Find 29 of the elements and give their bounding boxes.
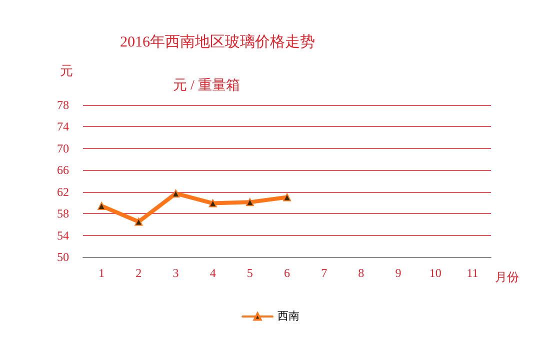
chart-title: 2016年西南地区玻璃价格走势 bbox=[120, 34, 315, 50]
y-tick-label: 78 bbox=[57, 98, 69, 112]
x-tick-label: 7 bbox=[321, 266, 328, 280]
x-tick-label: 8 bbox=[358, 266, 364, 280]
y-tick-label: 62 bbox=[57, 184, 69, 199]
x-tick-label: 10 bbox=[429, 266, 442, 280]
point bbox=[134, 218, 143, 226]
x-tick-label: 3 bbox=[172, 266, 179, 280]
y-tick-label: 66 bbox=[57, 163, 69, 178]
point bbox=[283, 193, 291, 202]
x-tick-label: 2 bbox=[136, 266, 142, 280]
x-tick-label: 6 bbox=[284, 266, 290, 280]
y-tick-label: 70 bbox=[57, 141, 69, 156]
x-tick-label: 9 bbox=[395, 266, 402, 280]
x-tick-label: 4 bbox=[210, 266, 216, 280]
point bbox=[98, 202, 106, 210]
point bbox=[246, 198, 254, 206]
point bbox=[208, 199, 217, 208]
x-tick-label: 11 bbox=[466, 266, 478, 280]
chart-subtitle: 元 / 重量箱 bbox=[173, 78, 240, 94]
y-tick-label: 54 bbox=[57, 228, 69, 242]
x-tick-label: 1 bbox=[98, 266, 105, 280]
y-tick-label: 58 bbox=[57, 206, 69, 221]
y-tick-label: 74 bbox=[57, 120, 69, 134]
y-tick-label: 50 bbox=[57, 250, 69, 264]
legend-label: 西南 bbox=[278, 310, 300, 322]
x-axis-title: 月份 bbox=[495, 270, 519, 284]
x-tick-label: 5 bbox=[246, 266, 253, 280]
y-axis-title: 元 bbox=[60, 63, 73, 78]
